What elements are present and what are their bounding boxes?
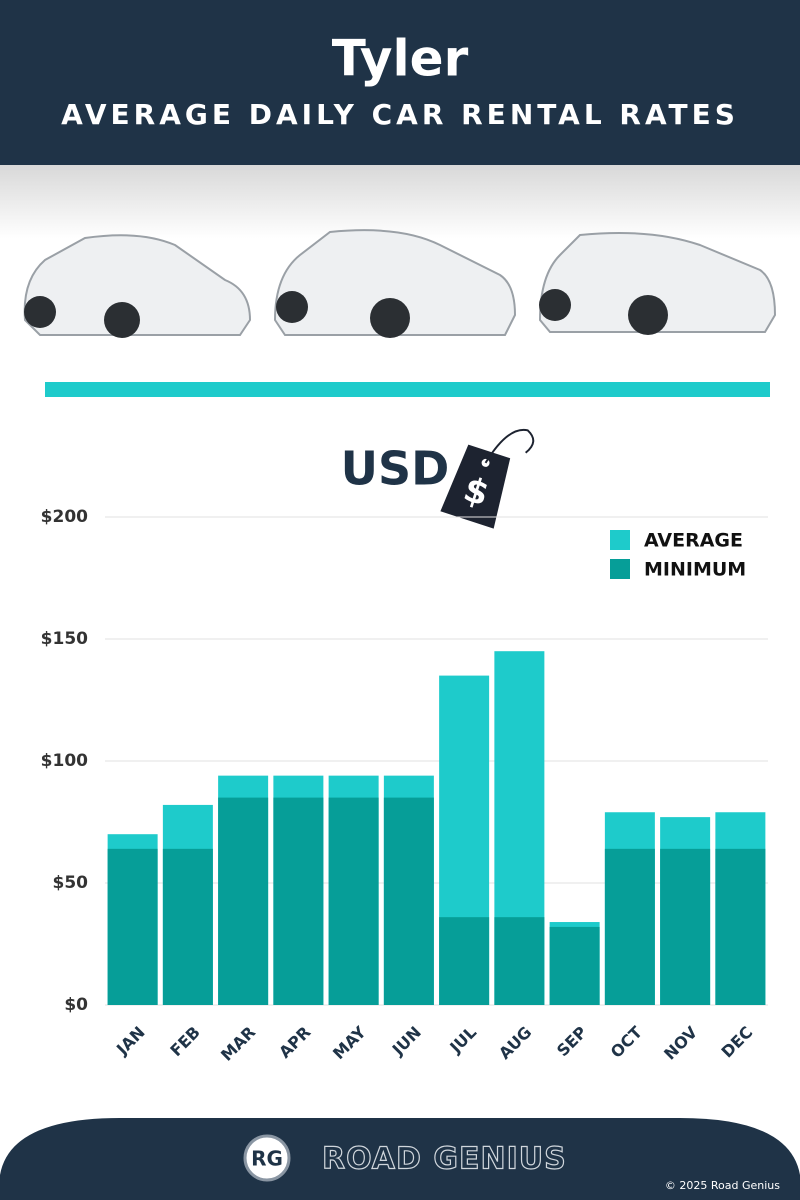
cars (23, 229, 777, 338)
legend-label: AVERAGE (644, 530, 743, 552)
header (0, 0, 800, 165)
divider (45, 382, 770, 397)
bar (162, 848, 213, 1005)
car (538, 232, 777, 333)
bar (383, 797, 434, 1005)
brand: ROAD GENIUS (322, 1142, 567, 1177)
bar (494, 917, 545, 1005)
bar (107, 848, 158, 1005)
y-tick-label: $200 (41, 507, 88, 527)
bar (328, 797, 379, 1005)
car (23, 234, 252, 336)
subtitle: AVERAGE DAILY CAR RENTAL RATES (61, 98, 739, 131)
footer (0, 1118, 800, 1200)
bar (660, 848, 711, 1005)
y-tick-label: $100 (41, 751, 88, 771)
car (273, 229, 517, 336)
bar (218, 797, 269, 1005)
legend-label: MINIMUM (644, 559, 746, 581)
logo: RG (251, 1147, 283, 1171)
unit-label: USD (341, 442, 450, 496)
logo-badge (243, 1134, 291, 1182)
y-tick-label: $150 (41, 629, 88, 649)
legend-swatch (610, 559, 630, 579)
title: Tyler (332, 30, 469, 88)
bar (549, 926, 600, 1005)
bar (439, 917, 490, 1005)
y-tick-label: $50 (53, 873, 89, 893)
y-tick-label: $0 (64, 995, 88, 1015)
bar (604, 848, 655, 1005)
price-tag: $ (440, 428, 535, 529)
bar (715, 848, 766, 1005)
bar (273, 797, 324, 1005)
copyright: © 2025 Road Genius (665, 1179, 780, 1192)
legend-swatch (610, 530, 630, 550)
